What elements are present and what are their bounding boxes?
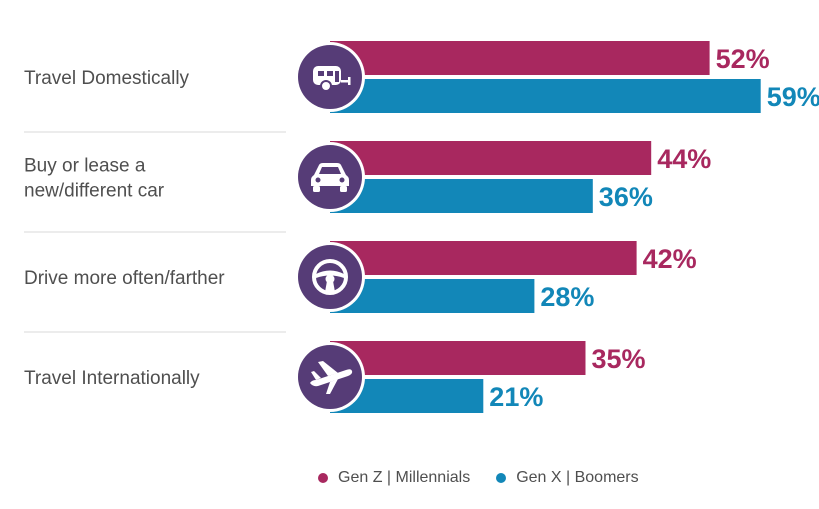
category-label-1: Travel Domestically [24, 68, 190, 89]
value-label-1-2: 44% [657, 144, 711, 174]
bars [330, 41, 761, 413]
legend-label-series-2: Gen X | Boomers [516, 469, 639, 486]
legend: Gen Z | Millennials Gen X | Boomers [318, 469, 665, 487]
category-label-2-line-2: new/different car [24, 181, 165, 202]
value-label-1-3: 42% [643, 244, 697, 274]
value-label-2-3: 28% [540, 282, 594, 312]
category-label-4: Travel Internationally [24, 368, 200, 389]
value-label-2-2: 36% [599, 182, 653, 212]
bar-1-4 [330, 341, 586, 375]
legend-swatch-series-2 [496, 473, 507, 483]
airplane-icon [310, 361, 353, 394]
bar-2-2 [330, 179, 593, 213]
value-label-1-4: 35% [592, 344, 646, 374]
category-labels: Travel Domestically Buy or lease a new/dif… [24, 68, 225, 389]
category-dividers [24, 131, 286, 333]
value-label-1-1: 52% [716, 44, 770, 74]
value-label-2-1: 59% [767, 82, 819, 112]
category-label-2-line-1: Buy or lease a [24, 156, 146, 177]
legend-label-series-1: Gen Z | Millennials [338, 469, 471, 486]
category-label-3: Drive more often/farther [24, 268, 225, 289]
camper-trailer-icon [313, 66, 351, 92]
value-labels: 52% 59% 44%36% 42% 28% 35% 21% [489, 44, 819, 412]
legend-item-series-1: Gen Z | Millennials [318, 469, 470, 487]
legend-item-series-2: Gen X | Boomers [496, 469, 639, 487]
value-label-2-4: 21% [489, 382, 543, 412]
bar-1-3 [330, 241, 637, 275]
bar-2-1 [330, 79, 761, 113]
category-icons [295, 42, 365, 412]
bar-1-2 [330, 141, 652, 175]
steering-wheel-icon [312, 259, 348, 295]
car-icon [311, 163, 349, 192]
bar-1-1 [330, 41, 710, 75]
legend-swatch-series-1 [318, 473, 328, 483]
